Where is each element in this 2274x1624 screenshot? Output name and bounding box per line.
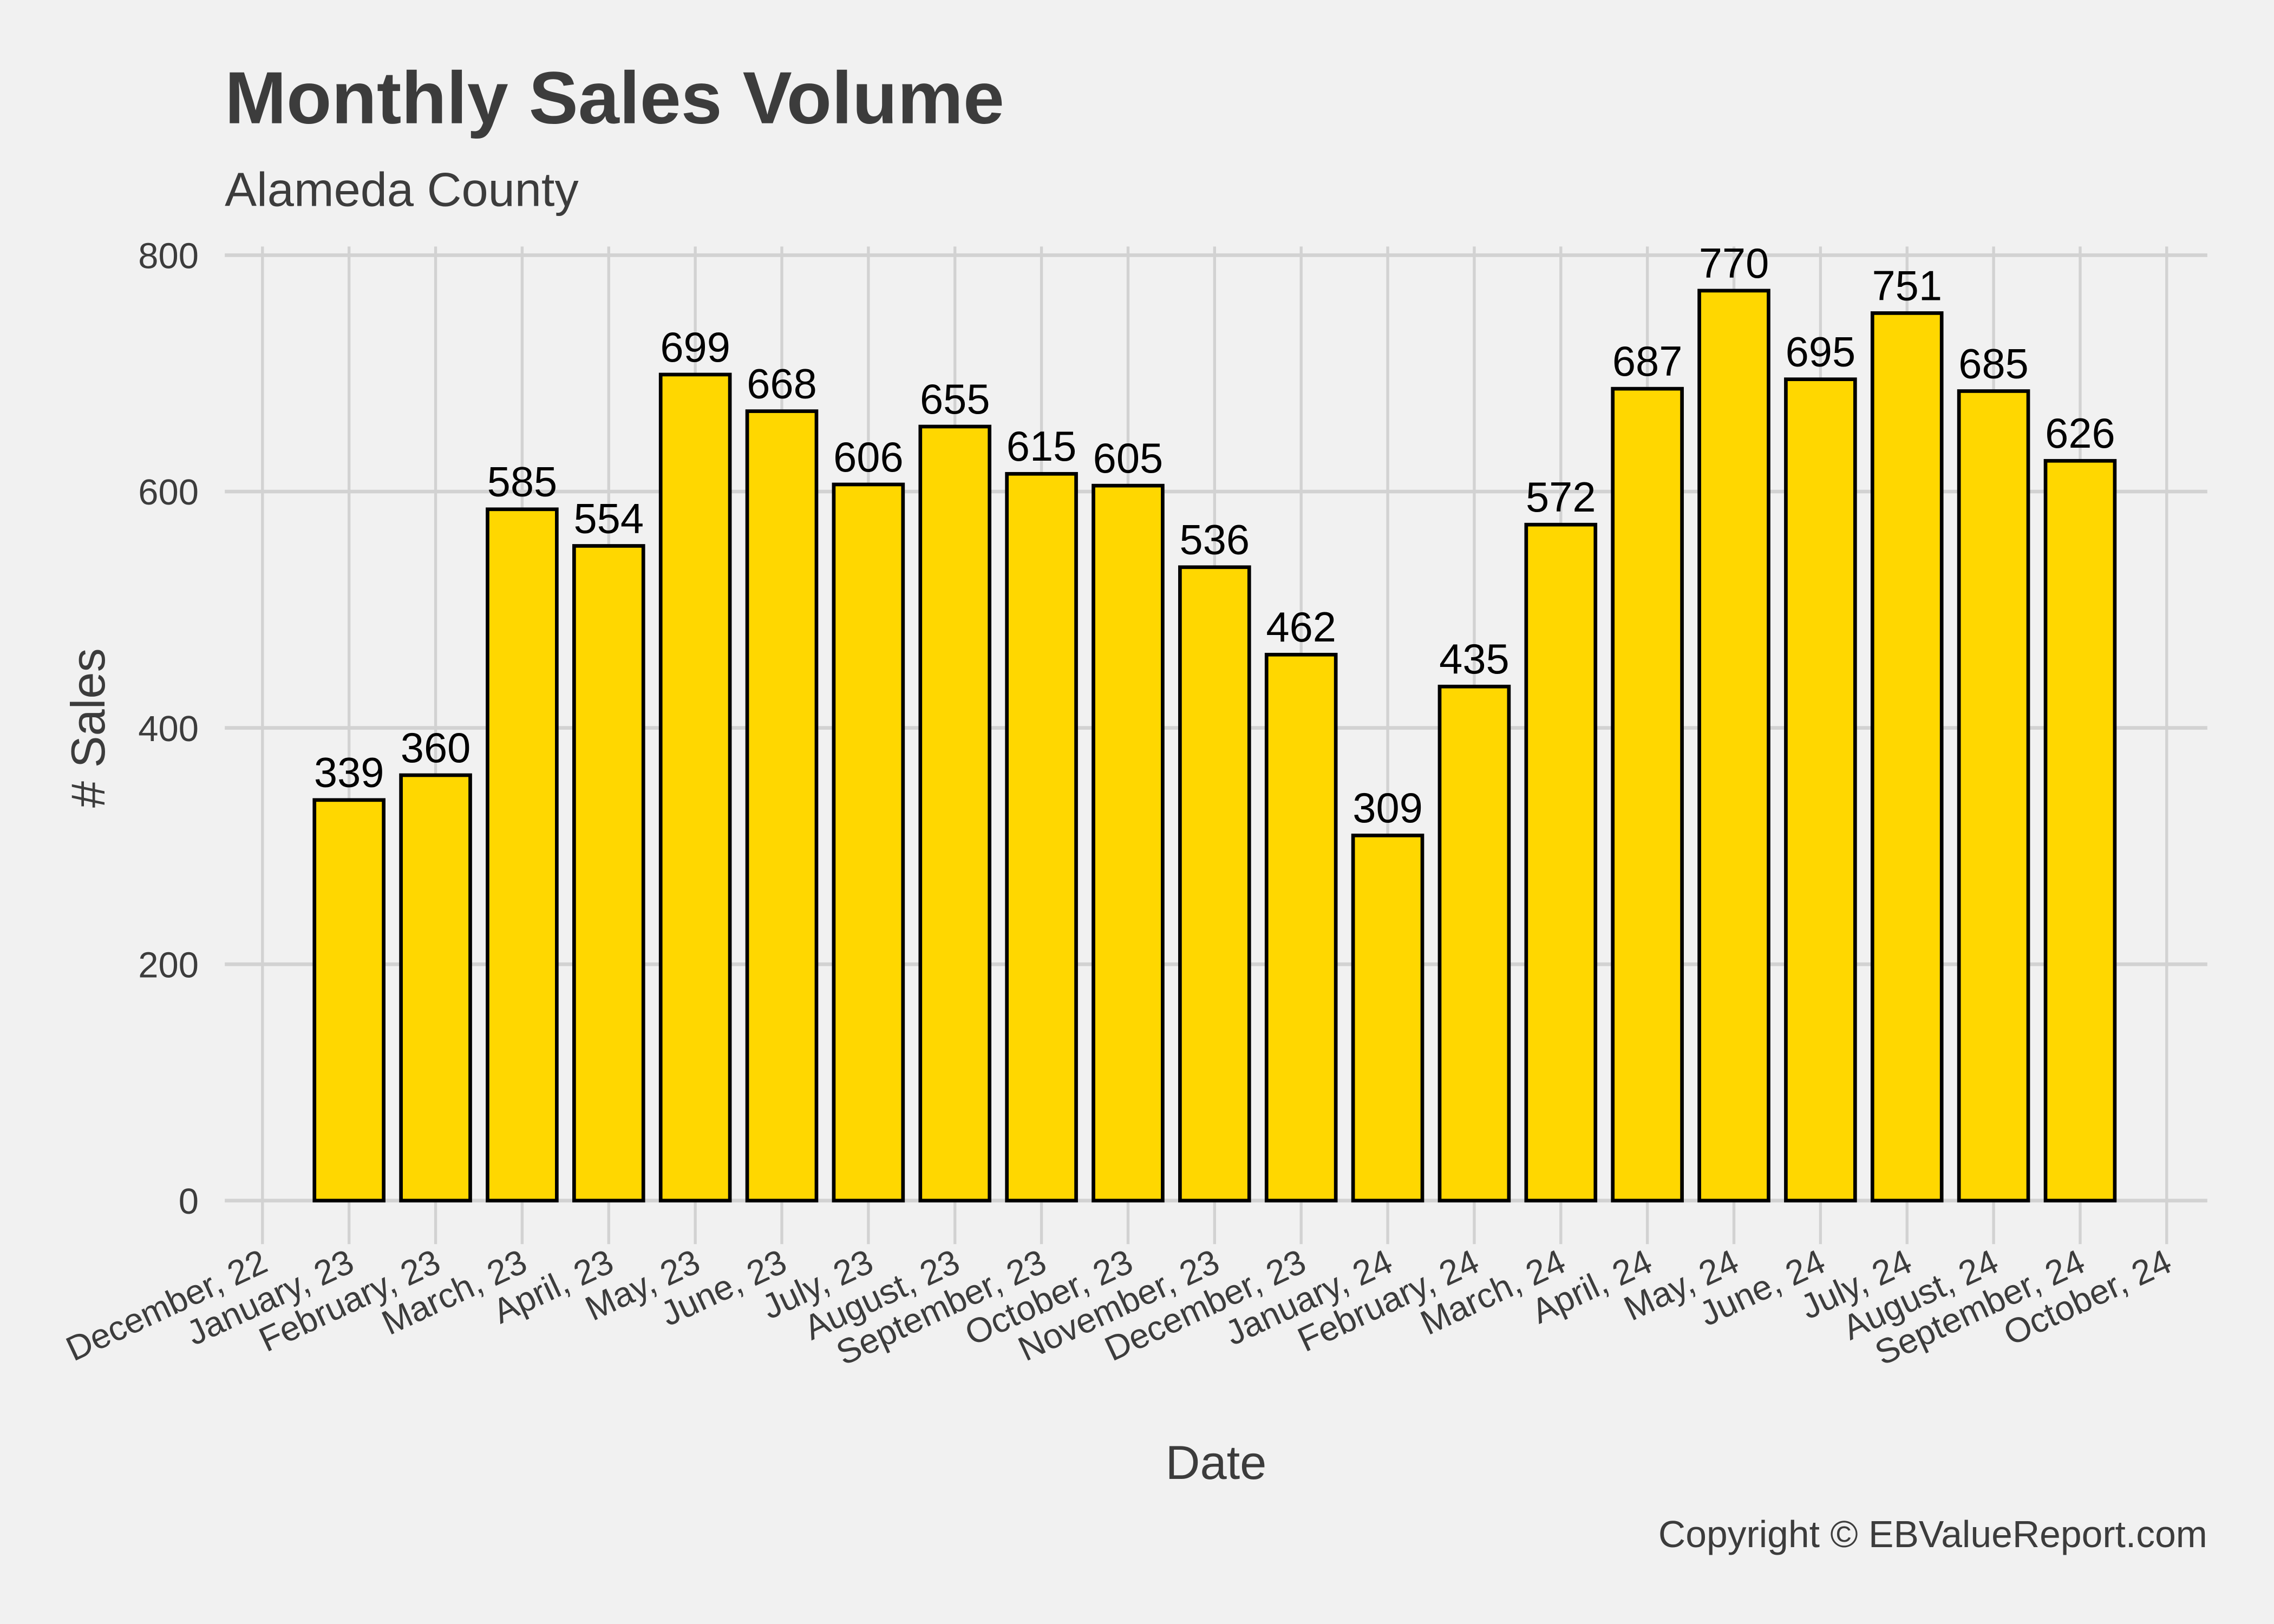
bar-value-label: 626 — [2045, 410, 2115, 457]
bar — [1437, 684, 1511, 1203]
bar-value-label: 605 — [1093, 435, 1164, 482]
bar — [1092, 483, 1165, 1203]
bar — [918, 424, 992, 1203]
bar — [1351, 833, 1424, 1203]
bar-value-label: 360 — [401, 725, 471, 771]
bar-value-label: 699 — [660, 324, 730, 371]
bar-value-label: 435 — [1439, 636, 1510, 683]
bar — [1178, 565, 1251, 1203]
bar — [2043, 459, 2117, 1203]
bar-value-label: 668 — [747, 361, 817, 407]
bar — [1697, 289, 1770, 1203]
bar-value-label: 339 — [314, 750, 384, 796]
bar-value-label: 572 — [1526, 474, 1596, 521]
bar-value-label: 695 — [1786, 329, 1856, 376]
y-tick-label: 400 — [138, 709, 199, 749]
bar-value-label: 585 — [487, 459, 558, 506]
bar-value-label: 554 — [573, 495, 644, 542]
bar — [1611, 387, 1684, 1203]
bar-value-label: 462 — [1266, 604, 1336, 651]
bar — [486, 507, 559, 1203]
bar-value-label: 536 — [1180, 517, 1250, 564]
bar — [1870, 311, 1944, 1203]
bar-value-label: 309 — [1352, 785, 1423, 831]
bar — [1005, 472, 1078, 1203]
bar-value-label: 770 — [1699, 240, 1769, 287]
bar — [572, 544, 645, 1203]
y-axis-title: # Sales — [61, 648, 115, 808]
bar — [1784, 377, 1857, 1203]
x-axis-title: Date — [1166, 1436, 1267, 1489]
bar — [832, 482, 905, 1203]
bar-value-label: 655 — [920, 376, 990, 423]
y-tick-label: 0 — [179, 1181, 199, 1222]
chart-title: Monthly Sales Volume — [225, 56, 1004, 140]
bar-value-label: 687 — [1612, 338, 1683, 385]
bar — [745, 409, 819, 1203]
chart-subtitle: Alameda County — [225, 162, 579, 217]
copyright-caption: Copyright © EBValueReport.com — [1658, 1512, 2207, 1556]
bar — [399, 773, 472, 1203]
bar-value-label: 685 — [1958, 340, 2029, 387]
y-tick-label: 800 — [138, 236, 199, 277]
bar — [658, 372, 732, 1203]
bar-value-label: 615 — [1007, 423, 1077, 470]
y-tick-label: 600 — [138, 472, 199, 513]
bar — [1264, 652, 1338, 1203]
y-tick-label: 200 — [138, 945, 199, 985]
bar — [1524, 522, 1598, 1203]
bar — [1957, 389, 2030, 1203]
bar — [312, 798, 385, 1203]
bar-value-label: 751 — [1872, 263, 1942, 309]
bar-value-label: 606 — [833, 434, 904, 481]
